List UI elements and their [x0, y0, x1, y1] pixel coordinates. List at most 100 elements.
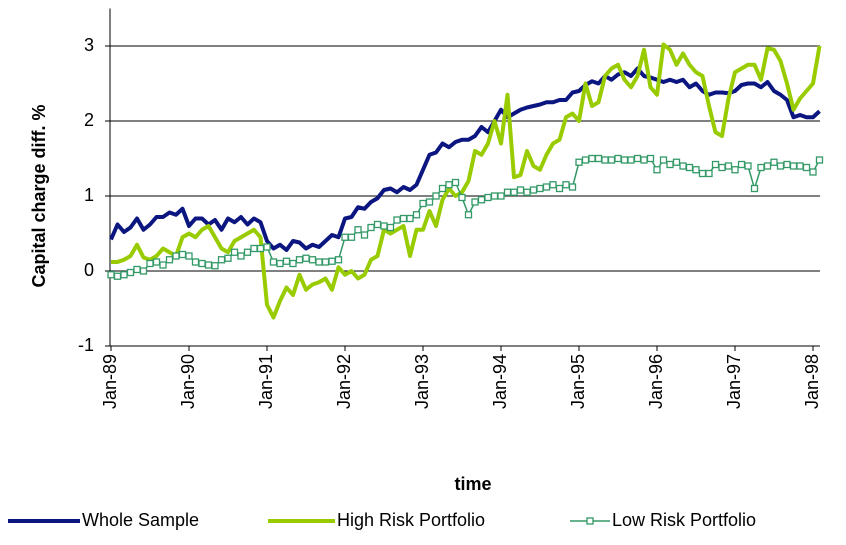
marker [126, 268, 135, 277]
marker [341, 233, 349, 241]
marker [451, 178, 460, 187]
marker [627, 156, 635, 164]
marker [172, 252, 180, 260]
legend-label: High Risk Portfolio [337, 510, 485, 530]
marker [276, 259, 284, 268]
marker [113, 272, 122, 280]
marker [269, 258, 278, 266]
marker [263, 243, 271, 251]
marker [146, 259, 154, 268]
marker [705, 169, 713, 178]
marker [724, 162, 733, 170]
marker [471, 198, 479, 206]
marker [464, 211, 473, 219]
marker [380, 222, 388, 230]
marker [321, 258, 330, 266]
legend-label: Whole Sample [82, 510, 199, 530]
marker [198, 259, 206, 268]
marker [289, 259, 297, 268]
marker [711, 160, 720, 169]
marker [432, 192, 440, 200]
legend-label: Low Risk Portfolio [612, 510, 756, 530]
y-tick-label: 0 [84, 260, 94, 280]
marker [497, 192, 505, 200]
marker [295, 256, 304, 264]
x-tick-label: Jan-96 [646, 354, 666, 409]
marker [139, 267, 148, 275]
y-tick-label: 2 [84, 110, 94, 130]
series-line [111, 42, 822, 320]
marker [159, 261, 167, 269]
marker [250, 244, 258, 253]
marker [386, 223, 395, 232]
x-tick-label: Jan-98 [802, 354, 822, 409]
x-tick-label: Jan-94 [490, 354, 510, 409]
marker [750, 184, 759, 193]
marker [672, 158, 681, 166]
marker [549, 181, 557, 189]
marker [555, 184, 564, 193]
marker [659, 156, 668, 164]
y-tick-label: -1 [78, 335, 94, 355]
marker [614, 154, 622, 163]
marker [393, 216, 401, 224]
marker [282, 257, 291, 265]
marker [575, 158, 583, 166]
marker [601, 156, 609, 164]
marker [133, 265, 141, 274]
marker [224, 254, 232, 262]
marker [211, 262, 219, 270]
y-tick-label: 1 [84, 185, 94, 205]
marker [484, 193, 492, 202]
marker [770, 158, 778, 166]
marker [698, 169, 707, 178]
marker [217, 256, 226, 264]
marker [334, 256, 343, 264]
x-tick-label: Jan-97 [724, 354, 744, 409]
marker [107, 271, 115, 279]
marker [230, 248, 239, 256]
marker [406, 214, 414, 223]
marker [399, 214, 408, 223]
marker [594, 154, 603, 163]
marker [666, 160, 674, 169]
marker [438, 184, 447, 193]
marker [588, 154, 596, 163]
marker [165, 256, 174, 264]
marker [243, 248, 252, 256]
marker [367, 223, 375, 232]
marker [815, 156, 824, 164]
x-tick-label: Jan-89 [100, 354, 120, 409]
marker [354, 226, 362, 234]
marker [679, 162, 687, 170]
marker [425, 198, 434, 206]
marker [529, 186, 538, 194]
marker [757, 163, 765, 172]
marker [360, 231, 369, 239]
y-axis-title: Capital charge diff. % [29, 104, 49, 287]
marker [692, 166, 700, 174]
marker [204, 261, 213, 269]
marker [458, 193, 466, 202]
marker [477, 196, 486, 204]
y-tick-label: 3 [84, 35, 94, 55]
marker [776, 162, 785, 170]
marker [809, 168, 817, 176]
marker [802, 163, 811, 172]
marker [685, 163, 694, 172]
marker [620, 156, 629, 164]
marker [191, 258, 200, 266]
marker [783, 160, 791, 169]
marker [737, 160, 746, 169]
marker [256, 244, 265, 253]
marker [796, 162, 804, 170]
marker [633, 154, 642, 163]
marker [185, 252, 193, 260]
x-tick-label: Jan-95 [568, 354, 588, 409]
x-tick-label: Jan-93 [412, 354, 432, 409]
marker [523, 188, 531, 196]
marker [516, 186, 525, 194]
marker [640, 156, 648, 164]
